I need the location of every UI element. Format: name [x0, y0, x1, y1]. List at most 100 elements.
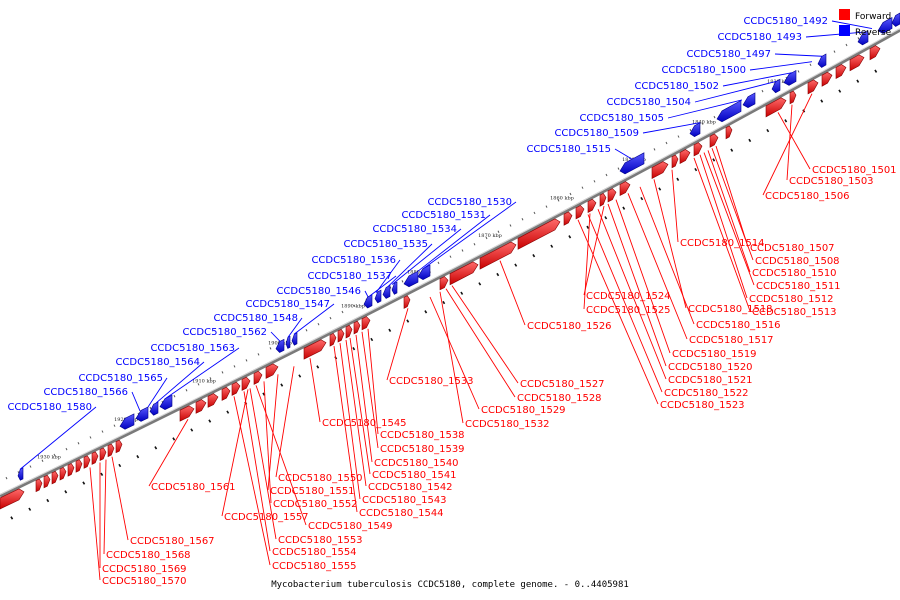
gene-label[interactable]: CCDC5180_1533	[389, 376, 474, 387]
gene-label[interactable]: CCDC5180_1530	[427, 197, 512, 208]
gene-label[interactable]: CCDC5180_1544	[359, 508, 444, 519]
forward-gene-arrow[interactable]	[725, 125, 733, 140]
gene-label[interactable]: CCDC5180_1568	[106, 550, 191, 561]
gene-label[interactable]: CCDC5180_1528	[517, 393, 602, 404]
forward-gene-arrow[interactable]	[807, 79, 819, 95]
gene-label[interactable]: CCDC5180_1543	[362, 495, 447, 506]
forward-gene-arrow[interactable]	[303, 339, 327, 360]
forward-gene-arrow[interactable]	[35, 478, 43, 493]
forward-gene-arrow[interactable]	[869, 45, 881, 61]
gene-label[interactable]: CCDC5180_1518	[688, 304, 773, 315]
reverse-gene-arrow[interactable]	[417, 264, 431, 280]
forward-gene-arrow[interactable]	[479, 241, 517, 270]
gene-label[interactable]: CCDC5180_1532	[465, 419, 550, 430]
forward-gene-arrow[interactable]	[337, 329, 345, 343]
gene-label[interactable]: CCDC5180_1497	[686, 49, 771, 60]
forward-gene-arrow[interactable]	[195, 399, 207, 414]
reverse-gene-arrow[interactable]	[149, 401, 159, 416]
reverse-gene-arrow[interactable]	[382, 285, 391, 299]
gene-label[interactable]: CCDC5180_1551	[270, 486, 355, 497]
gene-label[interactable]: CCDC5180_1522	[664, 388, 749, 399]
gene-label[interactable]: CCDC5180_1514	[680, 238, 765, 249]
reverse-gene-arrow[interactable]	[771, 78, 781, 94]
gene-label[interactable]: CCDC5180_1502	[634, 81, 719, 92]
forward-gene-arrow[interactable]	[709, 133, 719, 148]
gene-label[interactable]: CCDC5180_1503	[789, 176, 874, 187]
forward-gene-arrow[interactable]	[221, 386, 231, 401]
gene-label[interactable]: CCDC5180_1515	[526, 144, 611, 155]
forward-gene-arrow[interactable]	[107, 443, 115, 458]
reverse-gene-arrow[interactable]	[119, 413, 135, 430]
gene-label[interactable]: CCDC5180_1527	[520, 379, 605, 390]
forward-gene-arrow[interactable]	[329, 333, 337, 347]
gene-label[interactable]: CCDC5180_1547	[245, 299, 330, 310]
gene-label[interactable]: CCDC5180_1510	[752, 268, 837, 279]
gene-label[interactable]: CCDC5180_1517	[689, 335, 774, 346]
forward-gene-arrow[interactable]	[99, 447, 107, 461]
gene-label[interactable]: CCDC5180_1521	[668, 375, 753, 386]
forward-gene-arrow[interactable]	[207, 393, 219, 408]
gene-label[interactable]: CCDC5180_1557	[224, 512, 309, 523]
gene-label[interactable]: CCDC5180_1513	[752, 307, 837, 318]
gene-label[interactable]: CCDC5180_1546	[276, 286, 361, 297]
gene-label[interactable]: CCDC5180_1565	[78, 373, 163, 384]
forward-gene-arrow[interactable]	[353, 320, 361, 335]
gene-label[interactable]: CCDC5180_1512	[749, 294, 834, 305]
forward-gene-arrow[interactable]	[517, 218, 561, 250]
reverse-gene-arrow[interactable]	[275, 338, 285, 353]
gene-label[interactable]: CCDC5180_1501	[812, 165, 897, 176]
gene-label[interactable]: CCDC5180_1580	[7, 402, 92, 413]
forward-gene-arrow[interactable]	[403, 295, 411, 309]
forward-gene-arrow[interactable]	[59, 467, 67, 481]
forward-gene-arrow[interactable]	[765, 97, 787, 118]
reverse-gene-arrow[interactable]	[619, 152, 645, 175]
gene-label[interactable]: CCDC5180_1561	[151, 482, 236, 493]
forward-gene-arrow[interactable]	[51, 470, 59, 485]
reverse-gene-arrow[interactable]	[285, 335, 291, 349]
gene-label[interactable]: CCDC5180_1492	[743, 16, 828, 27]
gene-label[interactable]: CCDC5180_1567	[130, 536, 215, 547]
gene-label[interactable]: CCDC5180_1563	[150, 343, 235, 354]
gene-label[interactable]: CCDC5180_1548	[213, 313, 298, 324]
forward-gene-arrow[interactable]	[651, 161, 669, 180]
reverse-gene-arrow[interactable]	[159, 394, 173, 410]
forward-gene-arrow[interactable]	[115, 439, 123, 454]
forward-gene-arrow[interactable]	[835, 64, 847, 80]
forward-gene-arrow[interactable]	[849, 54, 865, 72]
gene-label[interactable]: CCDC5180_1526	[527, 321, 612, 332]
gene-label[interactable]: CCDC5180_1507	[750, 243, 835, 254]
reverse-gene-arrow[interactable]	[291, 332, 298, 346]
forward-gene-arrow[interactable]	[179, 405, 195, 422]
forward-gene-arrow[interactable]	[0, 488, 25, 510]
reverse-gene-arrow[interactable]	[17, 467, 24, 481]
forward-gene-arrow[interactable]	[91, 451, 99, 465]
gene-label[interactable]: CCDC5180_1534	[372, 224, 457, 235]
gene-label[interactable]: CCDC5180_1505	[579, 113, 664, 124]
reverse-gene-arrow[interactable]	[391, 281, 398, 295]
gene-label[interactable]: CCDC5180_1554	[272, 547, 357, 558]
gene-label[interactable]: CCDC5180_1552	[273, 499, 358, 510]
forward-gene-arrow[interactable]	[575, 205, 585, 220]
forward-gene-arrow[interactable]	[231, 381, 241, 396]
forward-gene-arrow[interactable]	[361, 316, 371, 331]
gene-label[interactable]: CCDC5180_1516	[696, 320, 781, 331]
gene-label[interactable]: CCDC5180_1493	[717, 32, 802, 43]
gene-label[interactable]: CCDC5180_1519	[672, 349, 757, 360]
gene-label[interactable]: CCDC5180_1564	[115, 357, 200, 368]
gene-label[interactable]: CCDC5180_1553	[278, 535, 363, 546]
gene-label[interactable]: CCDC5180_1536	[311, 255, 396, 266]
forward-gene-arrow[interactable]	[619, 181, 631, 196]
gene-label[interactable]: CCDC5180_1562	[182, 327, 267, 338]
reverse-gene-arrow[interactable]	[716, 99, 742, 123]
forward-gene-arrow[interactable]	[789, 90, 797, 105]
forward-gene-arrow[interactable]	[75, 459, 83, 473]
gene-label[interactable]: CCDC5180_1504	[606, 97, 691, 108]
reverse-gene-arrow[interactable]	[817, 53, 827, 68]
reverse-gene-arrow[interactable]	[135, 406, 149, 422]
gene-label[interactable]: CCDC5180_1529	[481, 405, 566, 416]
forward-gene-arrow[interactable]	[679, 149, 691, 165]
forward-gene-arrow[interactable]	[67, 463, 75, 477]
gene-label[interactable]: CCDC5180_1508	[755, 256, 840, 267]
gene-label[interactable]: CCDC5180_1541	[372, 470, 457, 481]
forward-gene-arrow[interactable]	[265, 363, 279, 379]
